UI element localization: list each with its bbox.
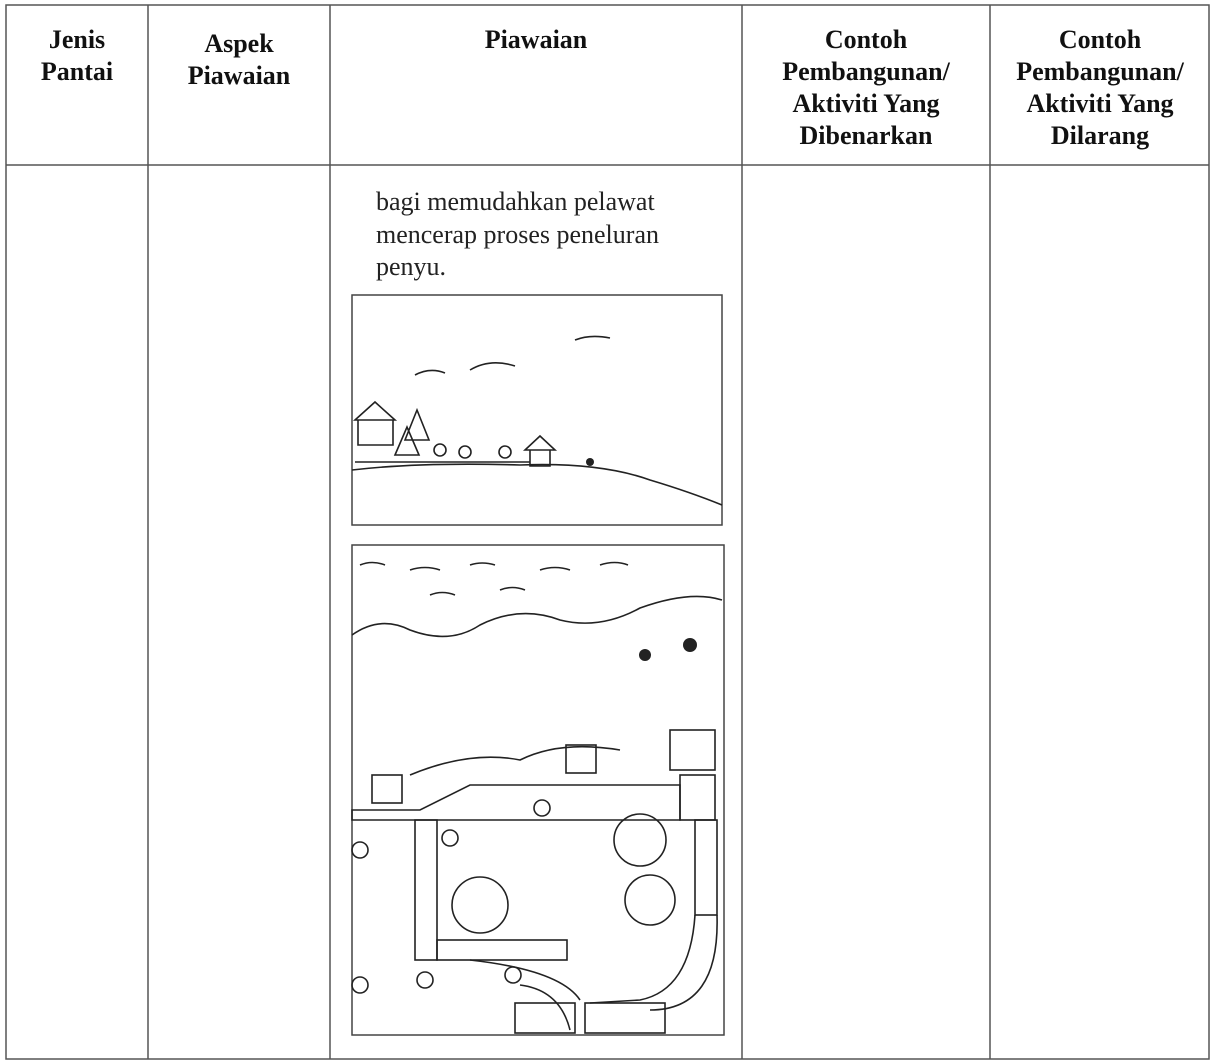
header-text: Aktiviti Yang: [792, 89, 939, 118]
header-text: Piawaian: [188, 61, 291, 90]
header-text: Jenis: [49, 25, 105, 54]
body-text: penyu.: [376, 252, 446, 281]
body-text: mencerap proses peneluran: [376, 220, 659, 249]
header-text: Contoh: [1059, 25, 1142, 54]
header-text: Piawaian: [485, 25, 588, 54]
header-text: Pembangunan/: [782, 57, 950, 86]
body-text: bagi memudahkan pelawat: [376, 187, 655, 216]
header-text: Contoh: [825, 25, 908, 54]
sketch-plan: [351, 544, 725, 1036]
sketch-elevation: [351, 294, 723, 526]
header-text: Aktiviti Yang: [1026, 89, 1173, 118]
table-grid: [5, 4, 1210, 1060]
header-text: Dibenarkan: [800, 121, 933, 150]
header-text: Aspek: [204, 29, 274, 58]
table-header: Jenis Pantai Aspek Piawaian Piawaian Con…: [41, 25, 1185, 150]
header-text: Pembangunan/: [1016, 57, 1184, 86]
header-text: Dilarang: [1051, 121, 1149, 150]
header-text: Pantai: [41, 57, 113, 86]
cell-text: bagi memudahkan pelawat mencerap proses …: [376, 187, 659, 281]
